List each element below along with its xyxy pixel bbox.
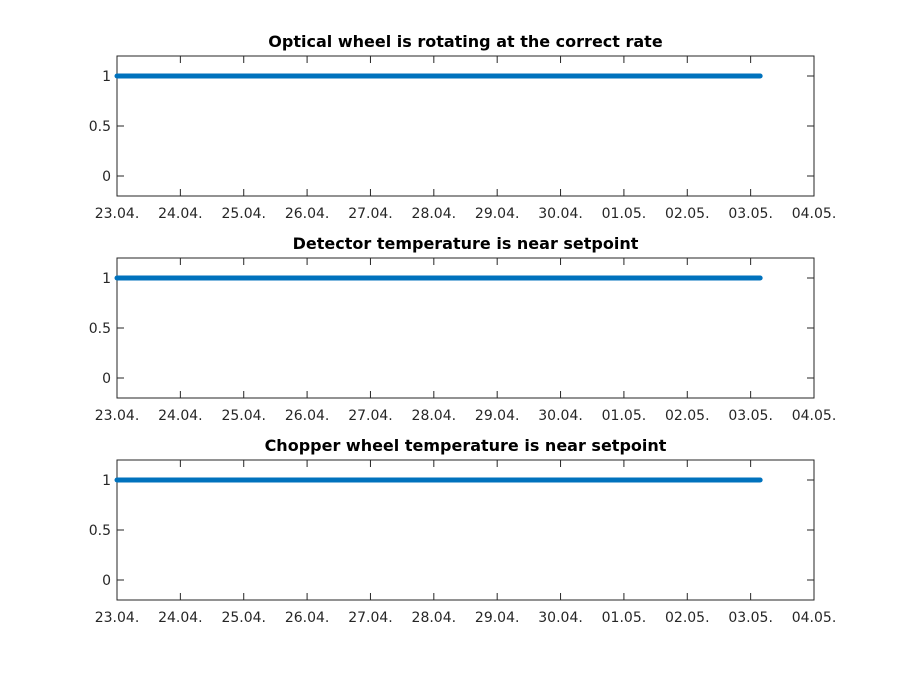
y-tick-label: 1 [102,69,111,85]
y-tick-label: 0 [102,371,111,387]
x-tick-label: 29.04. [475,610,520,626]
x-tick-label: 25.04. [221,206,266,222]
y-tick-label: 0.5 [89,321,111,337]
x-tick-label: 28.04. [412,206,457,222]
subplot-1: Optical wheel is rotating at the correct… [89,32,837,222]
chart-title: Chopper wheel temperature is near setpoi… [265,436,667,455]
x-tick-label: 27.04. [348,206,393,222]
x-tick-label: 01.05. [602,610,647,626]
plot-area [116,459,815,601]
x-tick-label: 03.05. [728,206,773,222]
x-tick-label: 30.04. [538,610,583,626]
x-tick-label: 04.05. [792,206,837,222]
x-tick-label: 02.05. [665,206,710,222]
x-tick-label: 30.04. [538,206,583,222]
x-tick-label: 24.04. [158,610,203,626]
x-tick-label: 04.05. [792,408,837,424]
x-tick-label: 23.04. [95,408,140,424]
x-tick-label: 30.04. [538,408,583,424]
x-tick-label: 01.05. [602,206,647,222]
x-tick-label: 27.04. [348,408,393,424]
x-tick-label: 26.04. [285,610,330,626]
x-tick-label: 25.04. [221,610,266,626]
y-tick-label: 0 [102,169,111,185]
x-tick-label: 02.05. [665,610,710,626]
x-tick-label: 03.05. [728,408,773,424]
x-tick-label: 29.04. [475,408,520,424]
x-tick-label: 28.04. [412,610,457,626]
x-tick-label: 04.05. [792,610,837,626]
x-tick-label: 23.04. [95,206,140,222]
x-tick-label: 26.04. [285,408,330,424]
x-tick-label: 23.04. [95,610,140,626]
y-tick-label: 0.5 [89,523,111,539]
y-tick-label: 1 [102,473,111,489]
y-tick-label: 0.5 [89,119,111,135]
y-tick-label: 0 [102,573,111,589]
x-tick-label: 25.04. [221,408,266,424]
x-tick-label: 24.04. [158,206,203,222]
x-tick-label: 29.04. [475,206,520,222]
x-tick-label: 03.05. [728,610,773,626]
subplot-2: Detector temperature is near setpoint 23.… [89,234,837,424]
subplot-3: Chopper wheel temperature is near setpoi… [89,436,837,626]
x-tick-label: 27.04. [348,610,393,626]
x-tick-label: 02.05. [665,408,710,424]
chart-title: Optical wheel is rotating at the correct… [268,32,663,51]
x-tick-label: 28.04. [412,408,457,424]
x-tick-label: 01.05. [602,408,647,424]
chart-title: Detector temperature is near setpoint [293,234,639,253]
x-tick-label: 24.04. [158,408,203,424]
plot-area [116,55,815,197]
y-tick-label: 1 [102,271,111,287]
x-tick-label: 26.04. [285,206,330,222]
